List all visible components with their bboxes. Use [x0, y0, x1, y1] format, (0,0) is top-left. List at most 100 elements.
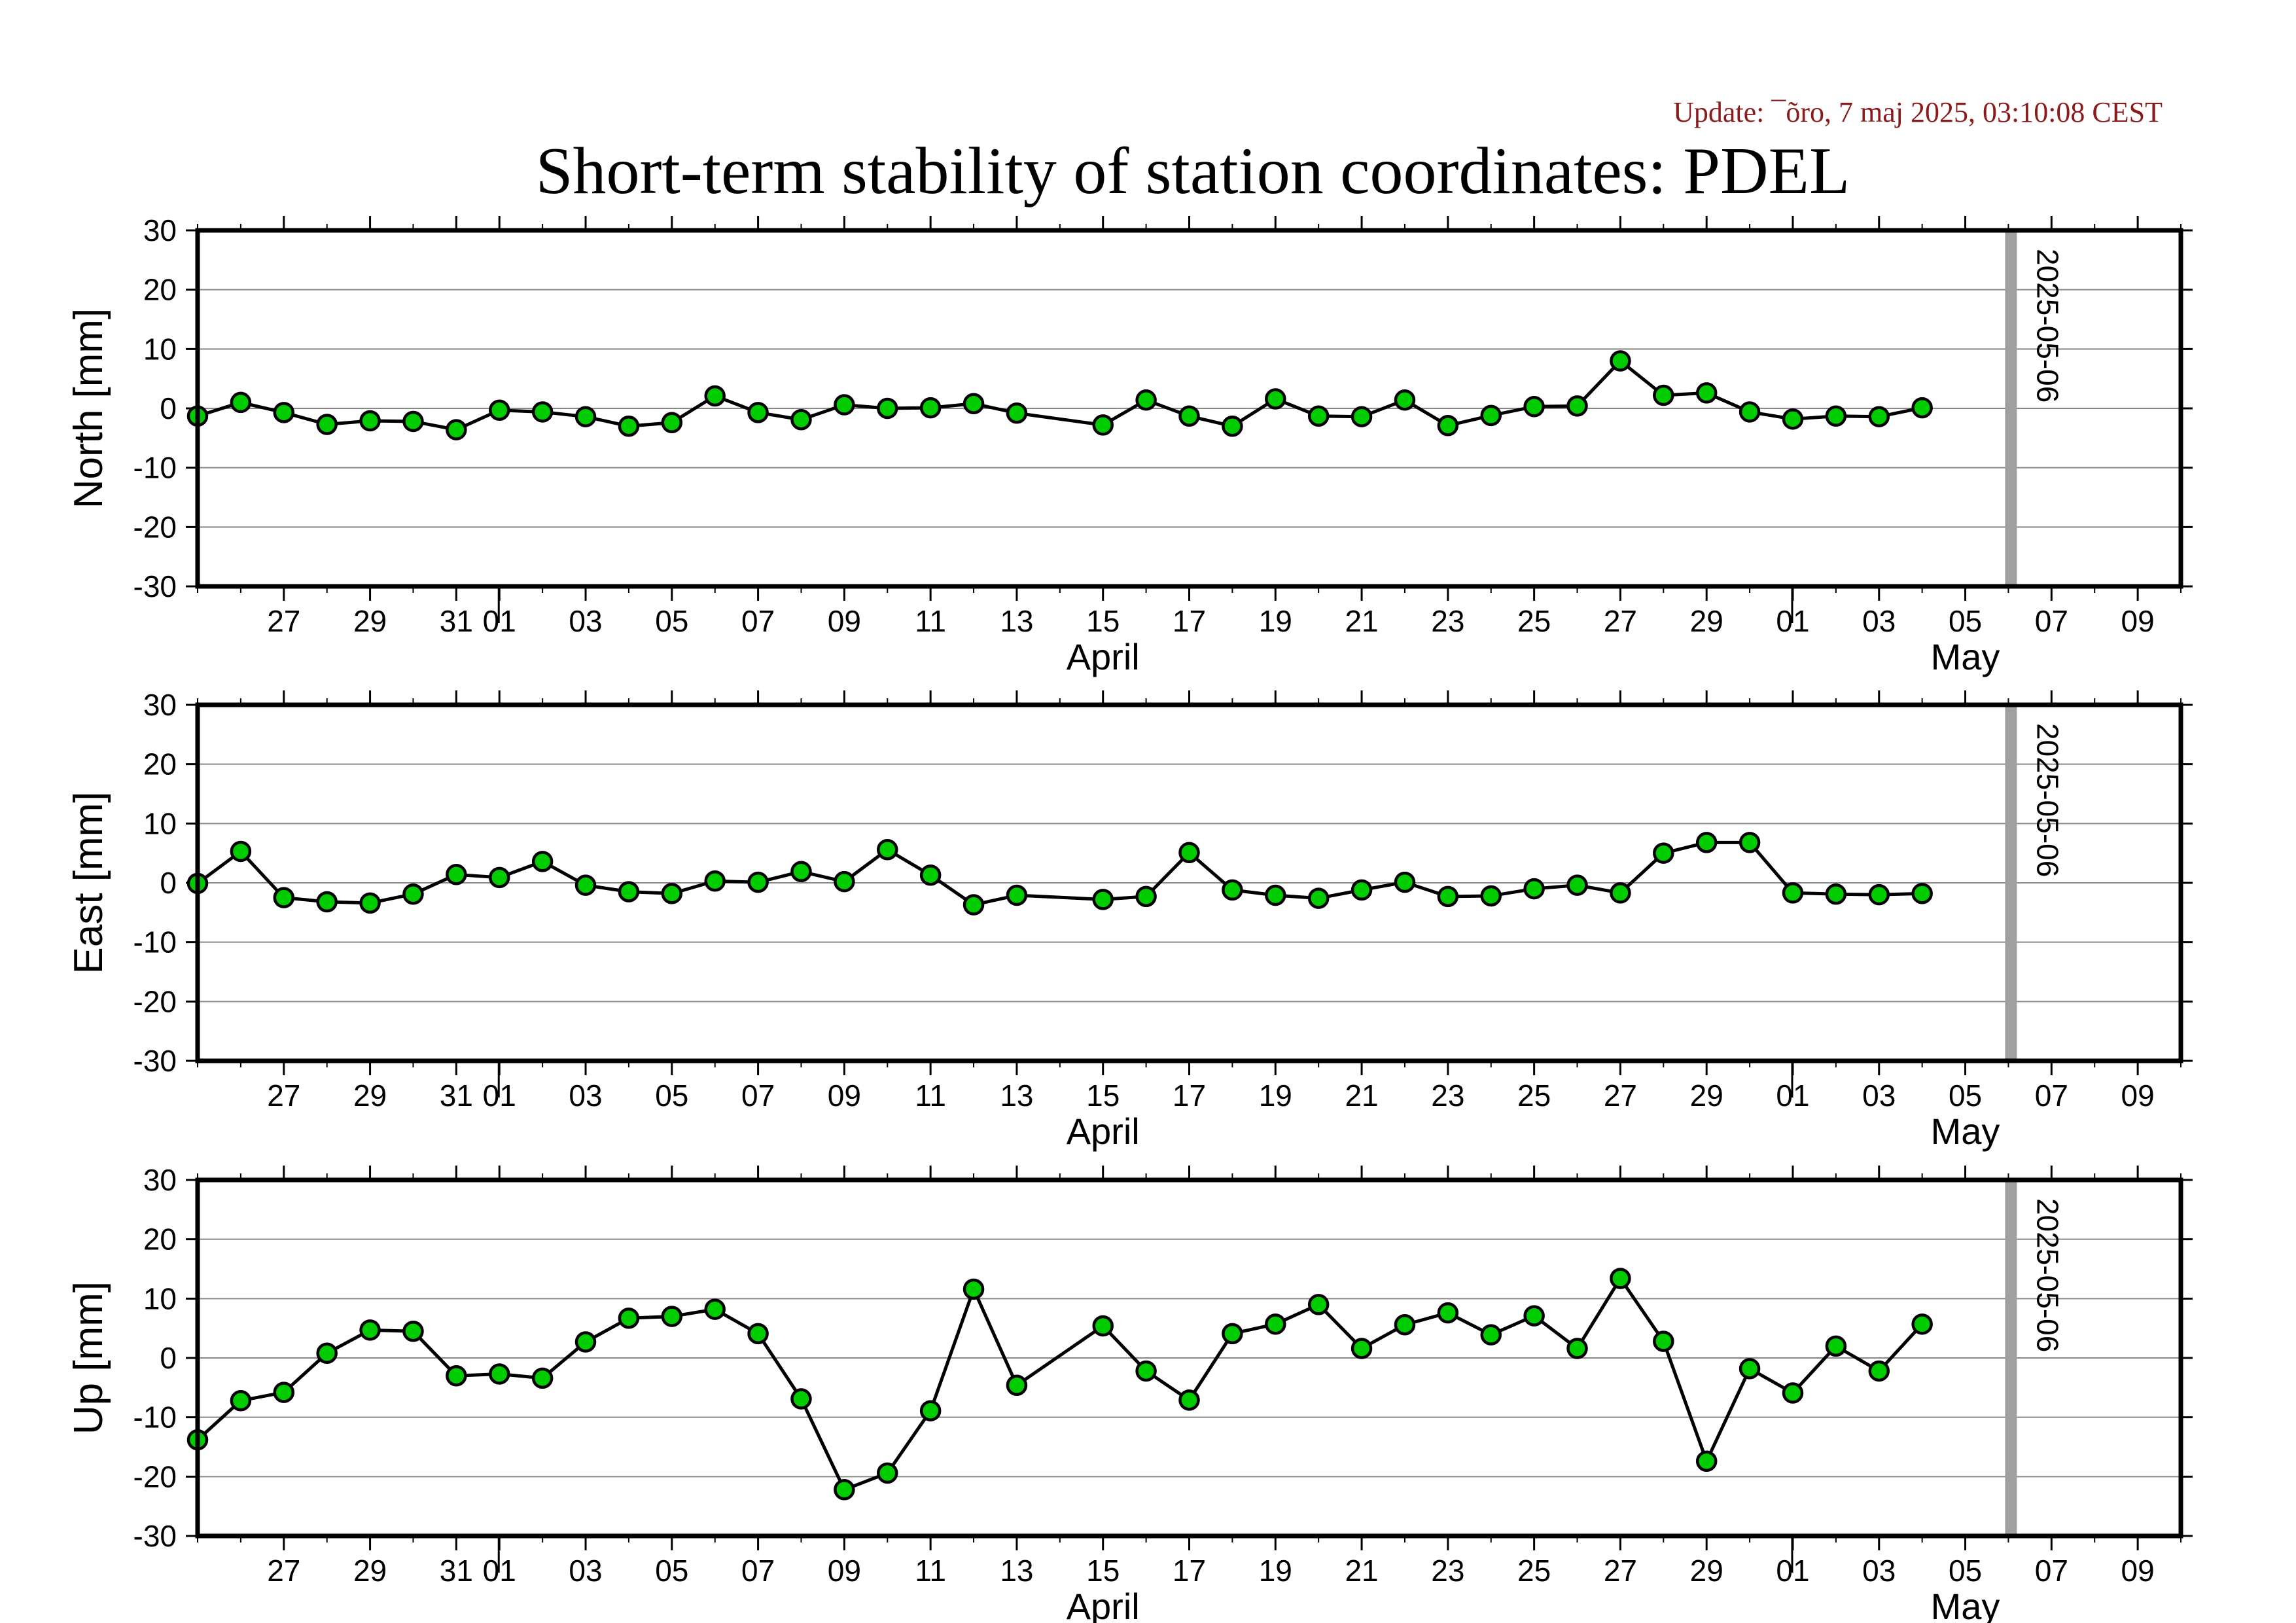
- x-tick-label: 07: [741, 604, 775, 638]
- x-tick-label: 23: [1431, 1554, 1464, 1588]
- data-point: [877, 838, 898, 861]
- data-point: [531, 851, 554, 872]
- data-point: [1222, 1323, 1243, 1345]
- data-point: [1825, 1335, 1847, 1357]
- x-tick-label: 17: [1173, 1554, 1206, 1588]
- data-point: [1739, 832, 1761, 853]
- data-point: [273, 1382, 295, 1403]
- data-point: [877, 1462, 898, 1484]
- y-tick-label: -10: [133, 925, 177, 959]
- data-point: [1911, 397, 1933, 419]
- data-point: [834, 1479, 855, 1501]
- x-tick-label: 31: [440, 604, 473, 638]
- y-tick-label: -20: [133, 510, 177, 544]
- data-point: [574, 406, 597, 427]
- x-tick-label: 05: [655, 1079, 688, 1113]
- x-tick-label: 11: [915, 1079, 946, 1113]
- data-point: [1653, 384, 1674, 406]
- data-point: [1178, 1389, 1200, 1411]
- data-point: [834, 394, 855, 416]
- data-point: [1523, 878, 1545, 900]
- data-point: [531, 1367, 554, 1389]
- x-tick-label: 29: [1690, 604, 1723, 638]
- data-point: [1566, 1338, 1588, 1359]
- data-point: [618, 1308, 640, 1329]
- x-tick-label: 03: [569, 604, 602, 638]
- data-point: [1307, 405, 1330, 427]
- month-label: May: [1931, 636, 2000, 677]
- data-point: [1868, 1360, 1890, 1382]
- month-label: May: [1931, 1586, 2000, 1623]
- y-tick-label: 0: [160, 866, 177, 900]
- date-marker-label: 2025-05-06: [2030, 249, 2064, 402]
- data-point: [446, 864, 467, 885]
- x-tick-label: 07: [2035, 604, 2068, 638]
- data-point: [963, 393, 985, 414]
- plot-frame: [195, 228, 2183, 589]
- x-tick-label: 15: [1086, 1554, 1120, 1588]
- data-point: [747, 402, 769, 423]
- data-point: [446, 1364, 467, 1387]
- data-point: [1135, 1360, 1157, 1382]
- x-tick-label: 17: [1173, 604, 1206, 638]
- data-point: [834, 870, 855, 893]
- month-label: April: [1067, 1586, 1140, 1623]
- data-point: [747, 1323, 769, 1345]
- x-tick-label: 27: [267, 1079, 300, 1113]
- x-tick-label: 29: [353, 604, 387, 638]
- data-point: [1566, 395, 1588, 417]
- data-point: [1653, 842, 1674, 864]
- data-point: [919, 397, 942, 419]
- data-point: [1782, 882, 1804, 904]
- y-tick-label: 10: [143, 1281, 177, 1315]
- series-line: [198, 1277, 1924, 1491]
- x-tick-label: 29: [1690, 1554, 1723, 1588]
- x-tick-label: 09: [828, 1554, 861, 1588]
- data-point: [1437, 415, 1459, 437]
- x-tick-label: 19: [1259, 604, 1292, 638]
- x-tick-label: 31: [440, 1554, 473, 1588]
- data-point: [446, 419, 467, 440]
- data-point: [1695, 832, 1718, 853]
- x-tick-label: 27: [267, 604, 300, 638]
- data-point: [316, 891, 338, 913]
- x-tick-label: 25: [1517, 1554, 1551, 1588]
- y-tick-label: -30: [133, 1519, 177, 1553]
- data-point: [1006, 884, 1028, 906]
- month-label: April: [1067, 1111, 1140, 1152]
- x-tick-label: 07: [2035, 1554, 2068, 1588]
- data-point: [1695, 382, 1718, 404]
- x-tick-label: 03: [1862, 1079, 1896, 1113]
- data-point: [1782, 408, 1804, 430]
- x-tick-label: 15: [1086, 604, 1120, 638]
- data-point: [230, 1390, 252, 1412]
- x-tick-label: 13: [1000, 1554, 1033, 1588]
- update-timestamp: Update: ¯õro, 7 maj 2025, 03:10:08 CEST: [1673, 96, 2163, 128]
- data-point: [531, 401, 554, 423]
- y-tick-label: -20: [133, 1459, 177, 1493]
- data-point: [1222, 415, 1243, 437]
- x-tick-label: 29: [353, 1554, 387, 1588]
- data-point: [230, 391, 252, 414]
- x-tick-label: 09: [2121, 604, 2155, 638]
- data-point: [661, 1306, 683, 1327]
- data-point: [359, 410, 381, 432]
- y-tick-label: -10: [133, 451, 177, 485]
- x-tick-label: 17: [1173, 1079, 1206, 1113]
- x-tick-label: 27: [1604, 604, 1637, 638]
- data-point: [1092, 414, 1114, 436]
- x-tick-label: 25: [1517, 1079, 1551, 1113]
- data-point: [1566, 874, 1588, 896]
- y-tick-label: -30: [133, 1044, 177, 1078]
- x-tick-label: 03: [569, 1554, 602, 1588]
- date-marker-label: 2025-05-06: [2030, 1198, 2064, 1352]
- data-point: [661, 883, 683, 904]
- x-tick-label: 21: [1345, 604, 1378, 638]
- y-tick-label: 0: [160, 1341, 177, 1375]
- data-point: [1178, 405, 1200, 427]
- data-point: [1610, 882, 1631, 904]
- data-point: [919, 864, 942, 886]
- data-point: [316, 1342, 338, 1364]
- data-point: [1178, 842, 1200, 864]
